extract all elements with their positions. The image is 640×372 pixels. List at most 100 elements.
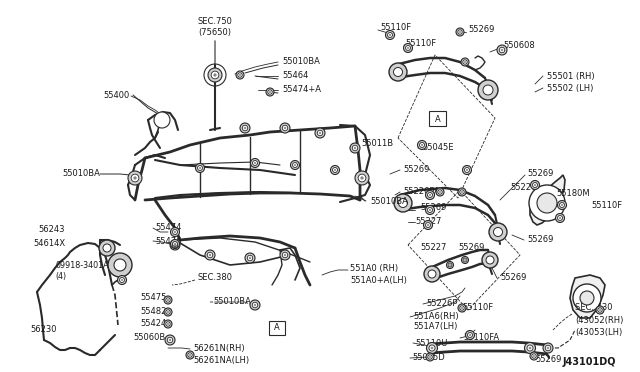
Circle shape [174, 231, 176, 233]
Circle shape [394, 194, 412, 212]
Text: 55060B: 55060B [133, 334, 165, 343]
Circle shape [428, 270, 436, 278]
Text: 55226PA: 55226PA [403, 187, 440, 196]
Text: 55269: 55269 [527, 235, 554, 244]
Circle shape [529, 347, 531, 349]
Circle shape [460, 190, 464, 194]
Circle shape [447, 262, 454, 269]
Circle shape [209, 254, 211, 256]
Circle shape [561, 204, 563, 206]
Circle shape [463, 166, 472, 174]
Circle shape [428, 355, 432, 359]
Circle shape [527, 345, 533, 351]
Circle shape [352, 145, 358, 151]
Circle shape [501, 49, 503, 51]
Circle shape [164, 320, 172, 328]
Circle shape [499, 47, 505, 53]
Circle shape [317, 130, 323, 136]
Circle shape [399, 199, 408, 208]
Circle shape [469, 334, 471, 336]
Circle shape [118, 276, 127, 285]
Circle shape [167, 337, 173, 343]
Text: 55110F: 55110F [380, 23, 411, 32]
Text: 55110F: 55110F [591, 202, 622, 211]
Circle shape [174, 243, 176, 245]
Text: A: A [435, 115, 440, 124]
FancyBboxPatch shape [269, 321, 285, 335]
Text: (43053(LH): (43053(LH) [575, 327, 622, 337]
Circle shape [394, 67, 403, 77]
Text: A: A [274, 324, 280, 333]
Text: 551A7(LH): 551A7(LH) [413, 323, 458, 331]
Circle shape [268, 90, 272, 94]
Circle shape [252, 302, 258, 308]
Text: 55010BA: 55010BA [282, 58, 320, 67]
Circle shape [543, 343, 553, 353]
Text: 56261NA(LH): 56261NA(LH) [193, 356, 249, 365]
Circle shape [598, 308, 602, 312]
Circle shape [556, 214, 564, 222]
Text: 55269: 55269 [500, 273, 526, 282]
Circle shape [458, 188, 466, 196]
Circle shape [389, 63, 407, 81]
Text: 55474+A: 55474+A [282, 86, 321, 94]
Circle shape [189, 354, 191, 356]
Circle shape [532, 183, 538, 187]
Text: 55227: 55227 [415, 218, 442, 227]
Circle shape [284, 127, 286, 129]
Circle shape [463, 258, 467, 262]
Circle shape [238, 73, 242, 77]
Circle shape [360, 177, 364, 179]
Circle shape [249, 257, 251, 259]
Circle shape [478, 80, 498, 100]
Text: 55474: 55474 [155, 224, 181, 232]
Circle shape [166, 298, 170, 302]
Circle shape [426, 343, 438, 353]
Text: 55110F: 55110F [405, 38, 436, 48]
Text: (43052(RH): (43052(RH) [575, 315, 623, 324]
Text: 55475: 55475 [140, 294, 166, 302]
Text: 55226P: 55226P [426, 298, 458, 308]
Circle shape [355, 171, 369, 185]
Circle shape [525, 343, 536, 353]
Circle shape [421, 144, 423, 146]
Circle shape [529, 185, 565, 221]
Text: SEC. 430: SEC. 430 [575, 304, 612, 312]
Polygon shape [570, 275, 605, 318]
Circle shape [456, 28, 464, 36]
Circle shape [599, 309, 601, 311]
Circle shape [461, 307, 463, 309]
Circle shape [420, 142, 424, 147]
Circle shape [482, 252, 498, 268]
Circle shape [169, 339, 171, 341]
Text: 55227: 55227 [510, 183, 536, 192]
Circle shape [269, 91, 271, 93]
Text: 56243: 56243 [38, 225, 65, 234]
Circle shape [464, 259, 466, 261]
Circle shape [236, 71, 244, 79]
Text: 55476: 55476 [155, 237, 182, 246]
Text: 55110FA: 55110FA [463, 334, 499, 343]
Circle shape [429, 356, 431, 358]
Circle shape [489, 223, 507, 241]
Circle shape [188, 353, 192, 357]
Circle shape [458, 304, 466, 312]
Circle shape [559, 202, 564, 208]
Text: J43101DQ: J43101DQ [563, 357, 616, 367]
Circle shape [294, 164, 296, 166]
Circle shape [205, 250, 215, 260]
Circle shape [449, 264, 451, 266]
Text: 551A0 (RH): 551A0 (RH) [350, 263, 398, 273]
Text: 55482: 55482 [140, 307, 166, 315]
Circle shape [282, 252, 288, 258]
Text: SEC.750: SEC.750 [198, 17, 232, 26]
Circle shape [426, 353, 434, 361]
Circle shape [211, 71, 219, 79]
Text: 55010BA: 55010BA [213, 298, 251, 307]
Circle shape [431, 347, 433, 349]
Circle shape [195, 164, 205, 173]
Circle shape [460, 31, 461, 33]
Text: (75650): (75650) [198, 29, 232, 38]
Circle shape [532, 354, 536, 358]
Polygon shape [530, 175, 565, 225]
